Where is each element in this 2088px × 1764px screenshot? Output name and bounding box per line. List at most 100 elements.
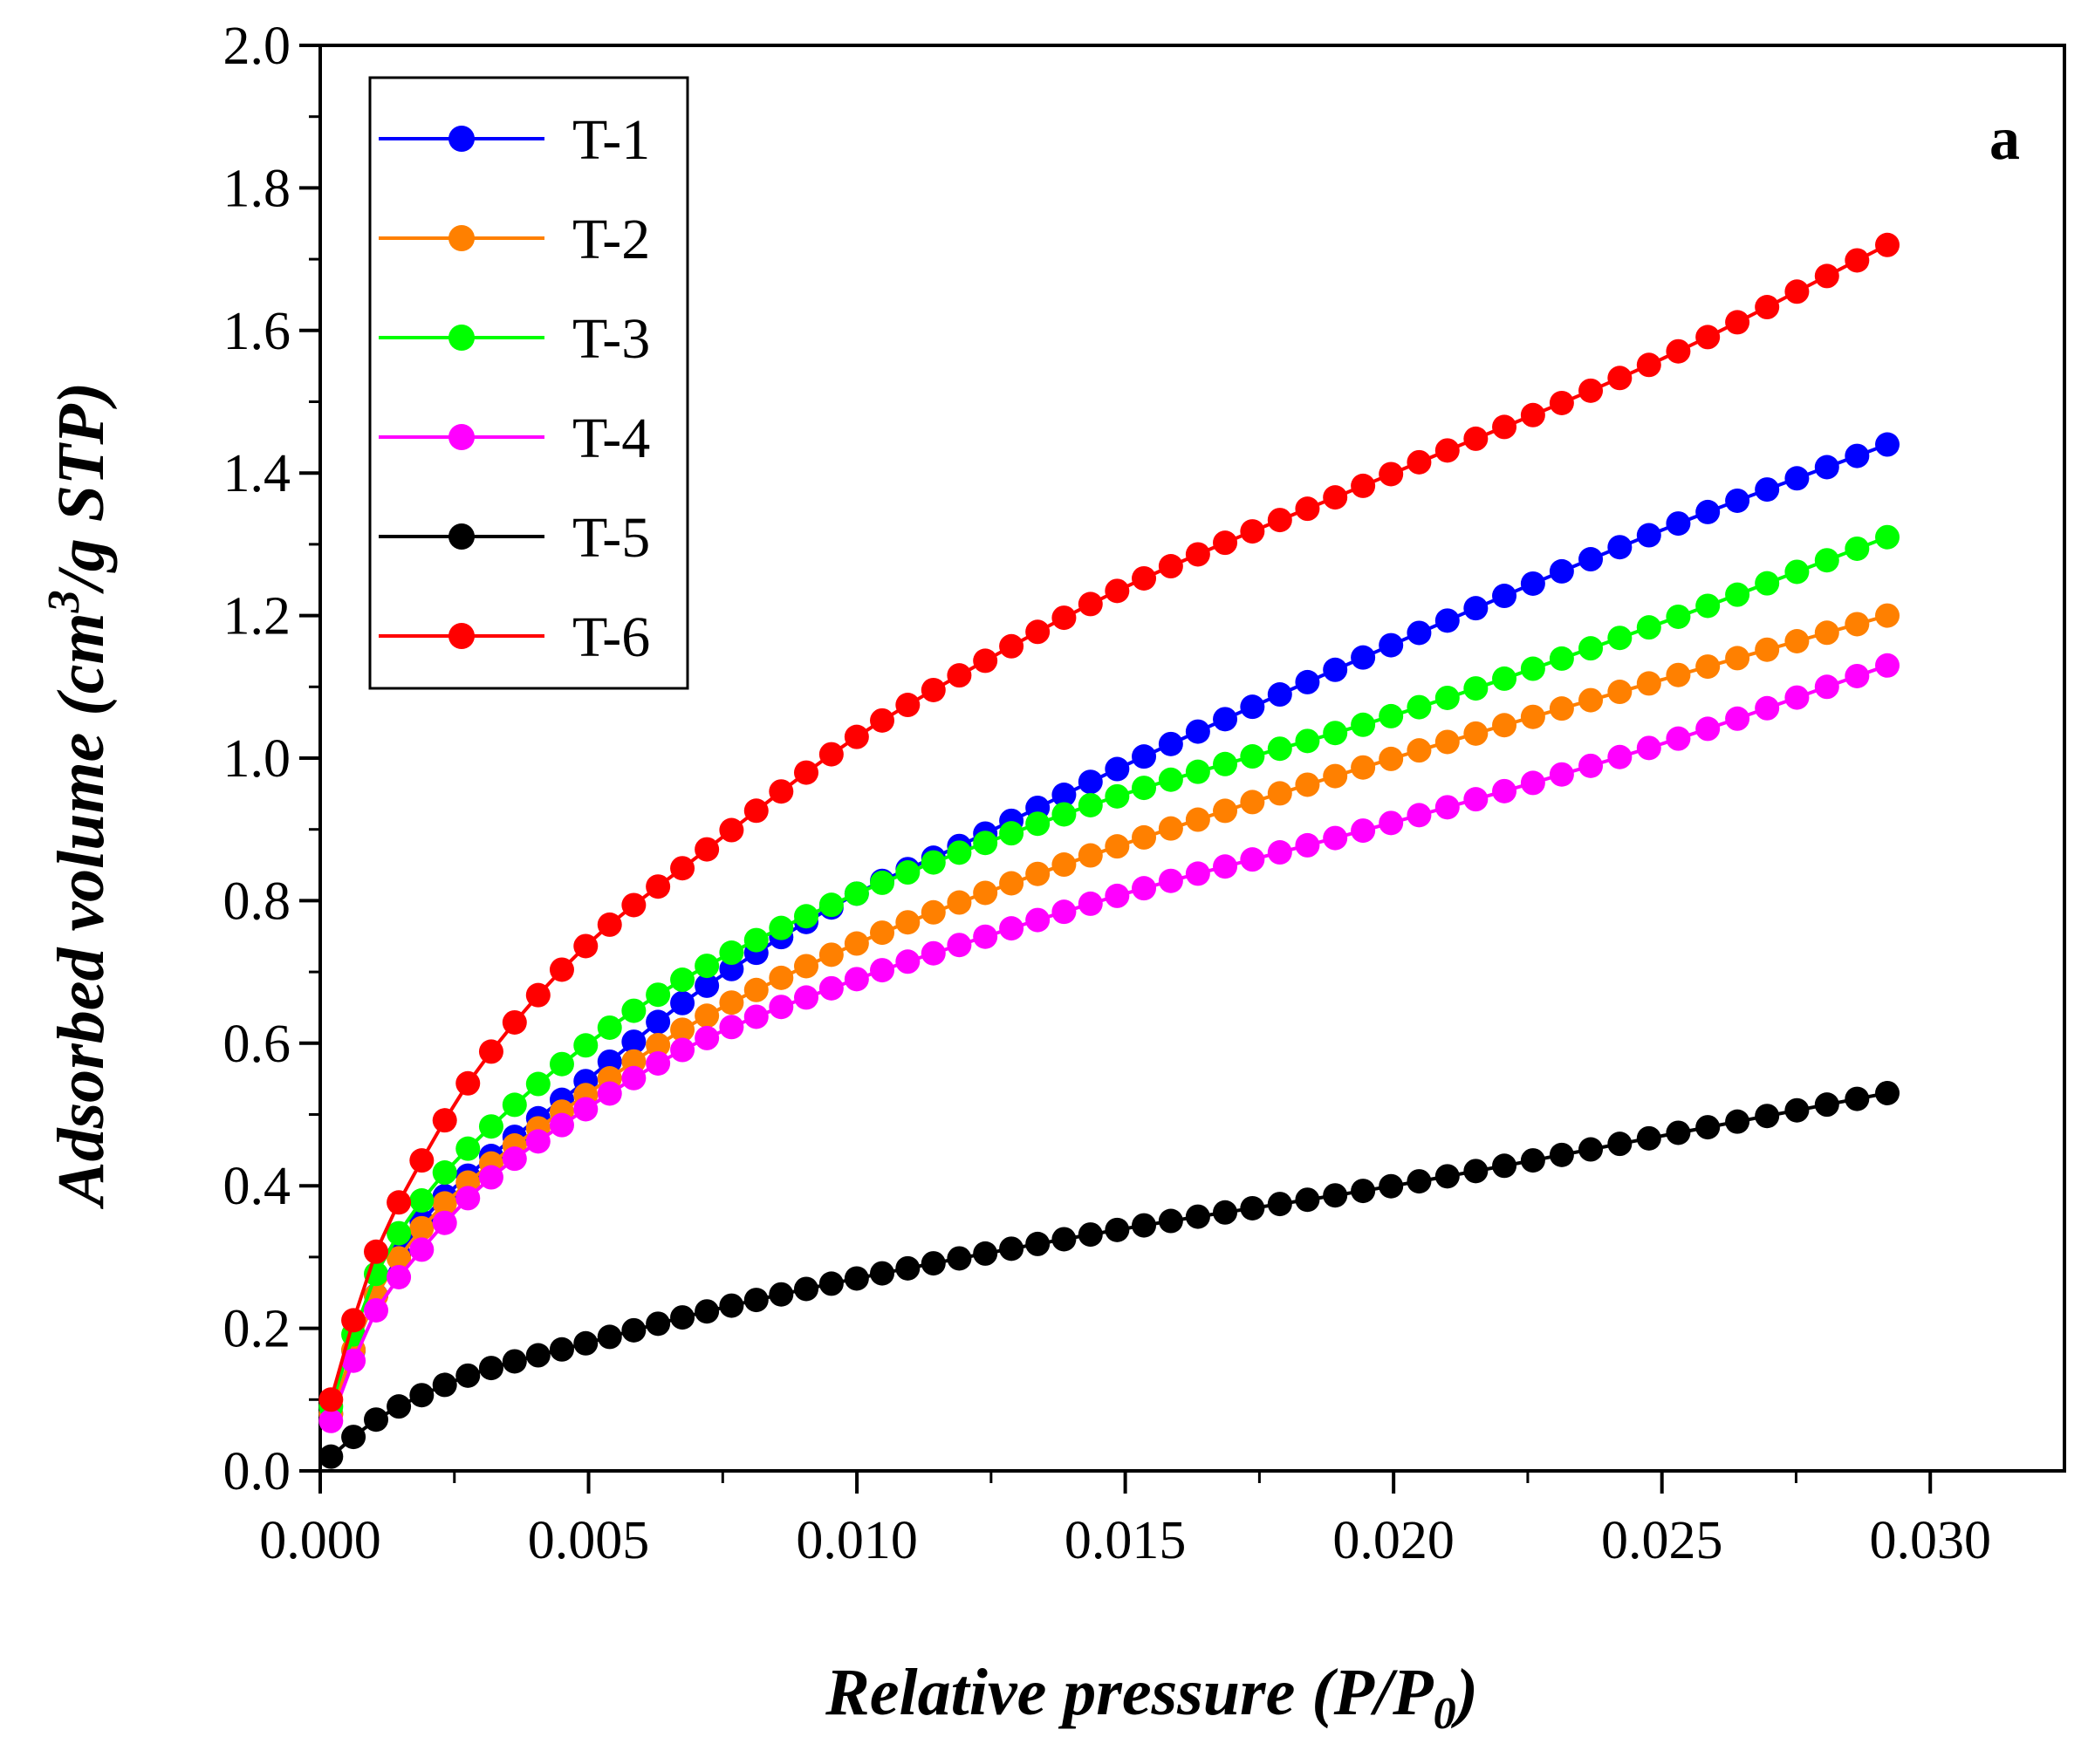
data-point bbox=[1666, 604, 1691, 629]
data-point bbox=[1267, 508, 1292, 533]
data-point bbox=[1025, 1231, 1051, 1256]
data-point bbox=[1636, 735, 1661, 761]
series-line bbox=[329, 613, 1888, 1415]
data-point bbox=[895, 949, 921, 974]
data-point bbox=[719, 817, 744, 843]
data-point bbox=[1492, 1153, 1517, 1179]
data-point bbox=[921, 677, 946, 702]
data-point bbox=[1784, 628, 1810, 653]
data-point bbox=[695, 1025, 720, 1050]
data-point bbox=[1814, 548, 1839, 573]
data-point bbox=[1845, 612, 1870, 637]
data-point bbox=[818, 742, 844, 767]
data-point bbox=[1051, 852, 1077, 878]
data-point bbox=[1078, 891, 1103, 916]
data-point bbox=[1725, 582, 1750, 607]
data-point bbox=[1185, 719, 1210, 744]
data-point bbox=[1434, 685, 1460, 710]
data-point bbox=[409, 1215, 435, 1241]
data-point bbox=[1463, 596, 1489, 621]
data-point bbox=[1185, 861, 1210, 886]
data-point bbox=[1434, 795, 1460, 820]
y-tick-label: 0.0 bbox=[223, 1442, 291, 1501]
data-point bbox=[1267, 682, 1292, 708]
data-point bbox=[318, 1408, 344, 1433]
data-point bbox=[1407, 449, 1432, 475]
data-point bbox=[549, 1112, 574, 1138]
data-point bbox=[1240, 1195, 1265, 1220]
data-point bbox=[621, 1065, 647, 1091]
data-point bbox=[973, 648, 998, 673]
data-point bbox=[502, 1146, 527, 1172]
data-point bbox=[1755, 1104, 1780, 1129]
data-point bbox=[1185, 807, 1210, 832]
legend-item-T-3: T-3 bbox=[379, 307, 650, 371]
data-point bbox=[1213, 798, 1238, 824]
data-point bbox=[1323, 763, 1348, 789]
data-point bbox=[1078, 843, 1103, 868]
data-point bbox=[973, 1241, 998, 1266]
data-point bbox=[1695, 654, 1721, 680]
data-point bbox=[1105, 783, 1130, 809]
data-point bbox=[1814, 1092, 1839, 1118]
data-point bbox=[597, 1015, 622, 1040]
data-point bbox=[341, 1425, 366, 1450]
data-point bbox=[1814, 455, 1839, 480]
data-point bbox=[769, 1282, 794, 1307]
data-point bbox=[409, 1148, 435, 1173]
data-point bbox=[1755, 295, 1780, 320]
data-point bbox=[1379, 462, 1404, 487]
data-point bbox=[1520, 571, 1545, 596]
data-point bbox=[1213, 751, 1238, 776]
data-point bbox=[1875, 432, 1900, 457]
data-point bbox=[719, 990, 744, 1015]
data-point bbox=[455, 1363, 481, 1388]
data-point bbox=[1267, 781, 1292, 806]
data-point bbox=[870, 958, 895, 983]
data-point bbox=[1578, 378, 1604, 403]
legend-item-T-1: T-1 bbox=[379, 108, 650, 172]
data-point bbox=[502, 1349, 527, 1374]
data-point bbox=[818, 975, 844, 1001]
data-point bbox=[1185, 1204, 1210, 1229]
data-point bbox=[670, 1017, 695, 1043]
data-point bbox=[1578, 636, 1604, 661]
data-point bbox=[769, 995, 794, 1020]
data-point bbox=[387, 1190, 412, 1215]
data-point bbox=[999, 871, 1024, 896]
data-point bbox=[1520, 402, 1545, 427]
data-point bbox=[455, 1186, 481, 1211]
data-point bbox=[1434, 438, 1460, 463]
data-point bbox=[794, 985, 819, 1010]
data-point bbox=[1078, 1222, 1103, 1248]
data-point bbox=[1213, 530, 1238, 556]
series-T-6 bbox=[318, 232, 1900, 1412]
data-point bbox=[1463, 721, 1489, 746]
data-point bbox=[695, 1299, 720, 1324]
data-point bbox=[895, 693, 921, 718]
x-tick-label: 0.015 bbox=[1065, 1511, 1187, 1570]
data-point bbox=[921, 940, 946, 966]
data-point bbox=[387, 1246, 412, 1271]
data-point bbox=[1578, 547, 1604, 572]
data-point bbox=[1295, 772, 1320, 797]
data-point bbox=[1323, 657, 1348, 682]
data-point bbox=[1351, 712, 1376, 737]
y-tick-label: 0.6 bbox=[223, 1015, 291, 1074]
data-point bbox=[387, 1264, 412, 1289]
data-point bbox=[670, 1305, 695, 1330]
data-point bbox=[478, 1165, 503, 1190]
legend-item-T-6: T-6 bbox=[379, 605, 650, 669]
data-point bbox=[1695, 716, 1721, 742]
x-tick-label: 0.005 bbox=[528, 1511, 650, 1570]
legend-item-T-2: T-2 bbox=[379, 208, 650, 271]
data-point bbox=[973, 924, 998, 949]
legend-marker bbox=[448, 325, 475, 351]
data-point bbox=[1323, 1183, 1348, 1208]
data-point bbox=[769, 915, 794, 940]
data-point bbox=[1549, 646, 1574, 671]
data-point bbox=[1185, 759, 1210, 784]
data-point bbox=[1666, 1120, 1691, 1145]
data-point bbox=[1213, 1200, 1238, 1225]
data-point bbox=[502, 1009, 527, 1035]
